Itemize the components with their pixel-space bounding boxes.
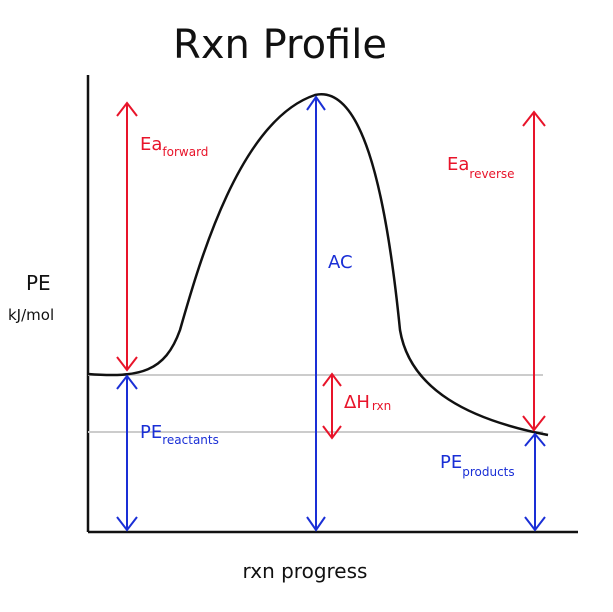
pe-products-arrow bbox=[524, 432, 546, 532]
x-axis-label: rxn progress bbox=[243, 559, 368, 583]
ac-arrow bbox=[306, 95, 326, 532]
ac-label: AC bbox=[328, 252, 353, 273]
axes bbox=[86, 75, 578, 534]
diagram-title: Rxn Profile bbox=[173, 22, 387, 68]
delta-h-label: ΔH rxn bbox=[344, 392, 391, 413]
y-axis-label-units: kJ/mol bbox=[8, 306, 54, 324]
delta-h-arrow bbox=[322, 372, 342, 440]
ea-forward-label: Eaforward bbox=[140, 134, 208, 159]
ea-forward-arrow bbox=[116, 101, 138, 372]
y-axis-label-pe: PE bbox=[26, 271, 51, 295]
pe-reactants-arrow bbox=[116, 374, 138, 532]
ea-reverse-arrow bbox=[522, 110, 546, 432]
pe-products-label: PEproducts bbox=[440, 452, 515, 479]
ea-reverse-label: Eareverse bbox=[447, 154, 515, 181]
energy-curve bbox=[87, 93, 549, 437]
pe-reactants-label: PEreactants bbox=[140, 422, 219, 447]
